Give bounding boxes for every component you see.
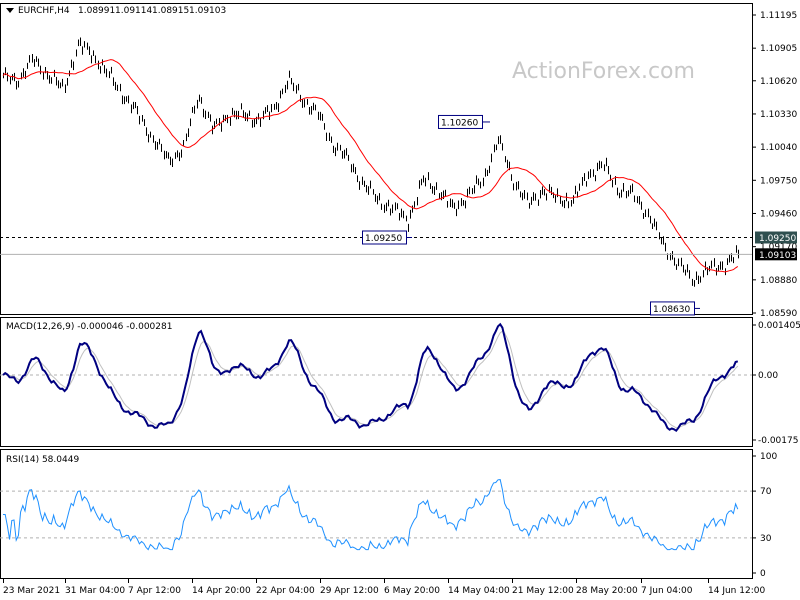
- x-tick-label: 6 May 20:00: [384, 586, 440, 596]
- level-price-tag: [755, 231, 797, 244]
- y-tick-label: 1.09750: [760, 176, 797, 186]
- rsi-panel-frame: [0, 449, 753, 579]
- y-tick-label: 1.10330: [760, 110, 797, 120]
- annotation-label: 1.08630: [653, 305, 690, 315]
- annotation-box: [650, 301, 695, 316]
- rsi-y-tick-label: 100: [760, 452, 777, 462]
- level-price-label: 1.09250: [759, 234, 796, 244]
- y-tick-label: 1.11195: [760, 11, 797, 21]
- x-tick-label: 14 Apr 20:00: [192, 586, 251, 596]
- y-tick-label: 1.10040: [760, 143, 797, 153]
- annotation-box: [362, 230, 407, 245]
- macd-y-tick-label: 0.001405: [758, 321, 800, 331]
- y-tick-label: 1.08880: [760, 276, 797, 286]
- rsi-y-tick-label: 30: [760, 534, 772, 544]
- macd-y-tick-label: -0.00175: [758, 436, 798, 446]
- macd-panel-frame: [0, 317, 753, 447]
- rsi-y-tick-label: 0: [760, 569, 766, 579]
- y-tick-label: 1.09170: [760, 243, 797, 253]
- annotation-box: [438, 114, 483, 129]
- symbol-title: EURCHF,H4: [18, 6, 70, 16]
- annotation-label: 1.10260: [441, 118, 478, 128]
- watermark: ActionForex.com: [512, 59, 695, 84]
- ohlc-low: 1.08915: [152, 6, 189, 16]
- macd-series: [0, 322, 752, 433]
- current-price-label: 1.09103: [759, 251, 796, 261]
- macd-line: [2, 322, 739, 433]
- ohlc-open: 1.08991: [78, 6, 115, 16]
- ohlc-close: 1.09103: [189, 6, 226, 16]
- x-tick-label: 21 May 12:00: [512, 586, 574, 596]
- x-tick-label: 28 May 20:00: [576, 586, 638, 596]
- x-tick-label: 31 Mar 04:00: [65, 586, 125, 596]
- x-tick-label: 14 Jun 12:00: [708, 586, 765, 596]
- x-tick-label: 14 May 04:00: [448, 586, 510, 596]
- axes: 1.11195 1.10905 1.10620 1.10330 1.10040 1.097…: [3, 11, 800, 596]
- macd-y-tick-label: 0.00: [758, 371, 778, 381]
- x-tick-label: 22 Apr 04:00: [256, 586, 315, 596]
- y-tick-label: 1.10620: [760, 77, 797, 87]
- moving-average-line: [2, 59, 739, 273]
- x-tick-label: 29 Apr 12:00: [320, 586, 379, 596]
- x-tick-label: 7 Jun 04:00: [641, 586, 693, 596]
- x-tick-label: 23 Mar 2021: [3, 586, 60, 596]
- collapse-triangle-icon[interactable]: [6, 8, 14, 13]
- price-panel-frame: [0, 3, 753, 315]
- y-tick-label: 1.08590: [760, 309, 797, 319]
- macd-signal-line: [2, 330, 739, 429]
- macd-title: MACD(12,26,9) -0.000046 -0.000281: [6, 322, 172, 332]
- x-tick-label: 7 Apr 12:00: [128, 586, 181, 596]
- rsi-series: [0, 479, 752, 551]
- y-tick-label: 1.10905: [760, 44, 797, 54]
- y-tick-label: 1.09460: [760, 209, 797, 219]
- rsi-line: [3, 479, 739, 551]
- rsi-y-tick-label: 70: [760, 487, 772, 497]
- price-series: 1.10260 1.09250 1.08630: [0, 37, 752, 316]
- ohlc-high: 1.09114: [115, 6, 152, 16]
- rsi-title: RSI(14) 58.0449: [6, 455, 79, 465]
- current-price-tag: [755, 248, 797, 261]
- annotation-label: 1.09250: [365, 234, 402, 244]
